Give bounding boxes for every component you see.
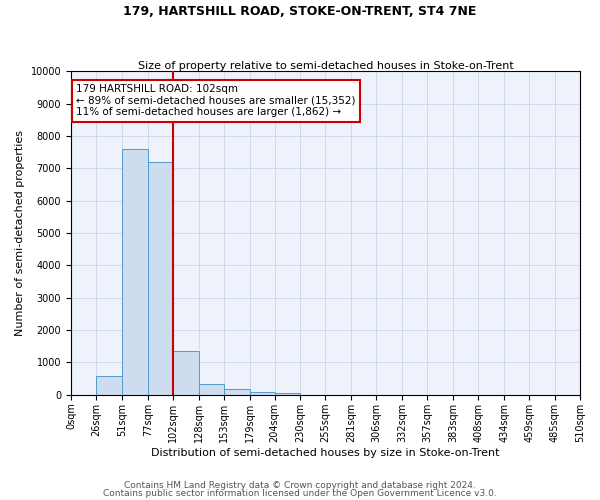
Text: 179 HARTSHILL ROAD: 102sqm
← 89% of semi-detached houses are smaller (15,352)
11: 179 HARTSHILL ROAD: 102sqm ← 89% of semi… [76,84,355,117]
Bar [275,393,301,395]
Bar [148,162,173,395]
Text: Contains public sector information licensed under the Open Government Licence v3: Contains public sector information licen… [103,488,497,498]
Bar [122,149,148,395]
Bar [199,384,224,395]
Bar [173,351,199,395]
Bar [224,390,250,395]
Title: Size of property relative to semi-detached houses in Stoke-on-Trent: Size of property relative to semi-detach… [137,60,514,70]
X-axis label: Distribution of semi-detached houses by size in Stoke-on-Trent: Distribution of semi-detached houses by … [151,448,500,458]
Y-axis label: Number of semi-detached properties: Number of semi-detached properties [15,130,25,336]
Bar [250,392,275,395]
Text: Contains HM Land Registry data © Crown copyright and database right 2024.: Contains HM Land Registry data © Crown c… [124,481,476,490]
Bar [96,376,122,395]
Text: 179, HARTSHILL ROAD, STOKE-ON-TRENT, ST4 7NE: 179, HARTSHILL ROAD, STOKE-ON-TRENT, ST4… [124,5,476,18]
